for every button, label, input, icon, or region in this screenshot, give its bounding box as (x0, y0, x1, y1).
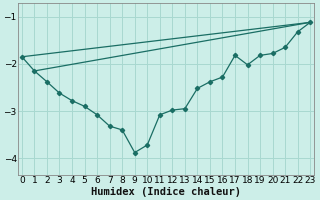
X-axis label: Humidex (Indice chaleur): Humidex (Indice chaleur) (91, 186, 241, 197)
